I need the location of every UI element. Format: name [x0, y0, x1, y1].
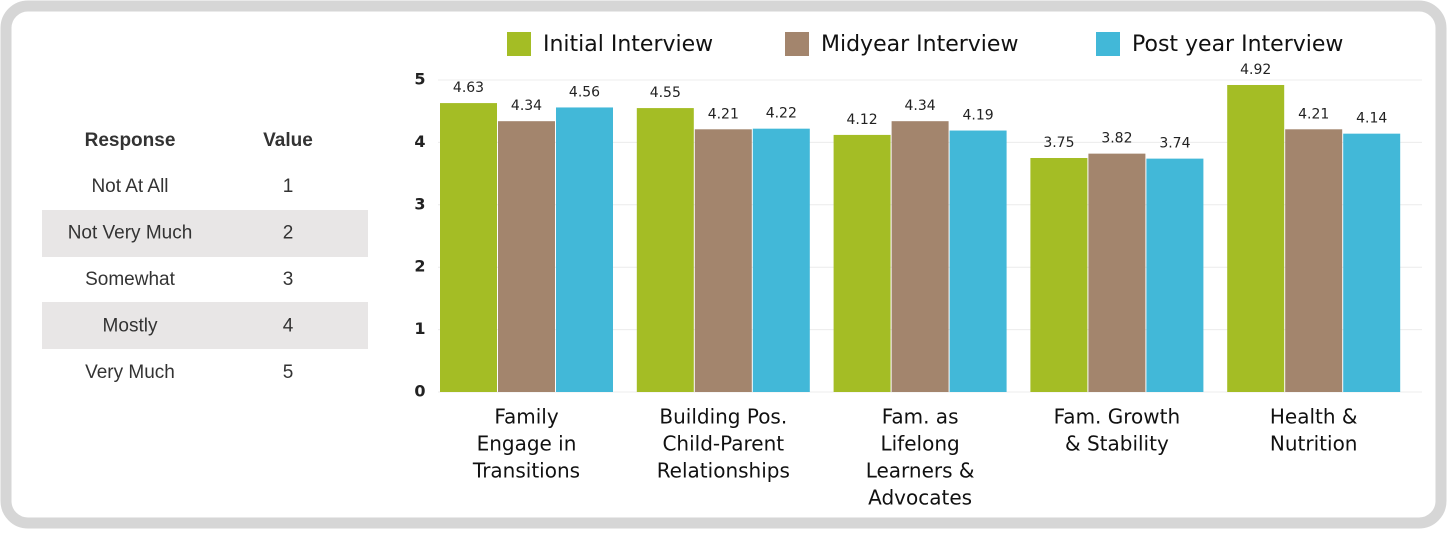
x-tick-label: Transitions: [472, 459, 580, 483]
table-cell: Not Very Much: [68, 223, 193, 244]
legend-swatch: [1096, 32, 1120, 56]
table-cell: Not At All: [91, 176, 168, 197]
value-label: 4.34: [905, 98, 936, 114]
x-tick-label: Fam. Growth: [1054, 405, 1181, 429]
value-label: 4.92: [1240, 62, 1271, 78]
x-tick-label: & Stability: [1065, 432, 1169, 456]
bar: [949, 130, 1007, 392]
x-tick-label: Fam. as: [882, 405, 959, 429]
x-tick-label: Engage in: [477, 432, 577, 456]
y-tick-label: 5: [414, 70, 425, 89]
x-tick-label: Nutrition: [1270, 432, 1358, 456]
value-label: 4.56: [569, 84, 600, 100]
y-tick-label: 0: [414, 382, 425, 401]
x-tick-label: Family: [494, 405, 559, 429]
table-row-bg: [42, 302, 368, 349]
value-label: 4.14: [1356, 111, 1387, 127]
y-tick-label: 3: [414, 194, 425, 213]
x-tick-label: Advocates: [868, 486, 972, 510]
bar: [694, 129, 752, 392]
table-cell: 3: [283, 269, 294, 290]
bar: [833, 134, 891, 393]
legend-label: Initial Interview: [543, 32, 713, 57]
value-label: 4.63: [453, 80, 484, 96]
legend-swatch: [785, 32, 809, 56]
legend-label: Midyear Interview: [821, 32, 1018, 57]
table-header: Value: [263, 130, 313, 151]
x-tick-label: Health &: [1270, 405, 1358, 429]
bar: [752, 128, 810, 392]
table-row-bg: [42, 210, 368, 257]
bar: [891, 121, 949, 393]
table-cell: 1: [283, 176, 294, 197]
table-cell: 5: [283, 362, 294, 383]
y-tick-label: 1: [414, 319, 425, 338]
table-cell: Mostly: [103, 316, 158, 337]
x-tick-label: Building Pos.: [659, 405, 787, 429]
bar: [556, 107, 613, 393]
y-tick-label: 2: [414, 257, 425, 276]
bar: [1030, 158, 1088, 392]
x-tick-label: Relationships: [657, 459, 790, 483]
value-label: 4.21: [708, 106, 739, 122]
y-tick-label: 4: [414, 132, 425, 151]
value-label: 3.74: [1159, 136, 1190, 152]
bar: [1146, 158, 1204, 392]
bar: [1285, 129, 1343, 392]
table-cell: 4: [283, 316, 294, 337]
x-tick-label: Lifelong: [880, 432, 959, 456]
value-label: 4.55: [650, 85, 681, 101]
bar: [1227, 84, 1285, 392]
value-label: 3.75: [1043, 135, 1074, 151]
value-label: 3.82: [1101, 131, 1132, 147]
table-cell: Somewhat: [85, 269, 175, 290]
value-label: 4.34: [511, 98, 542, 114]
table-header-bg: [42, 117, 368, 163]
bar: [1088, 153, 1146, 392]
table-header: Response: [85, 130, 176, 151]
table-cell: 2: [283, 223, 294, 244]
table-cell: Very Much: [85, 362, 175, 383]
value-label: 4.21: [1298, 106, 1329, 122]
bar: [440, 103, 497, 392]
value-label: 4.19: [963, 108, 994, 124]
bar: [636, 108, 694, 392]
bar: [1343, 133, 1401, 392]
value-label: 4.12: [847, 112, 878, 128]
x-tick-label: Learners &: [866, 459, 975, 483]
legend-swatch: [507, 32, 531, 56]
x-tick-label: Child-Parent: [662, 432, 784, 456]
legend-label: Post year Interview: [1132, 32, 1343, 57]
value-label: 4.22: [766, 106, 797, 122]
bar: [498, 121, 555, 393]
